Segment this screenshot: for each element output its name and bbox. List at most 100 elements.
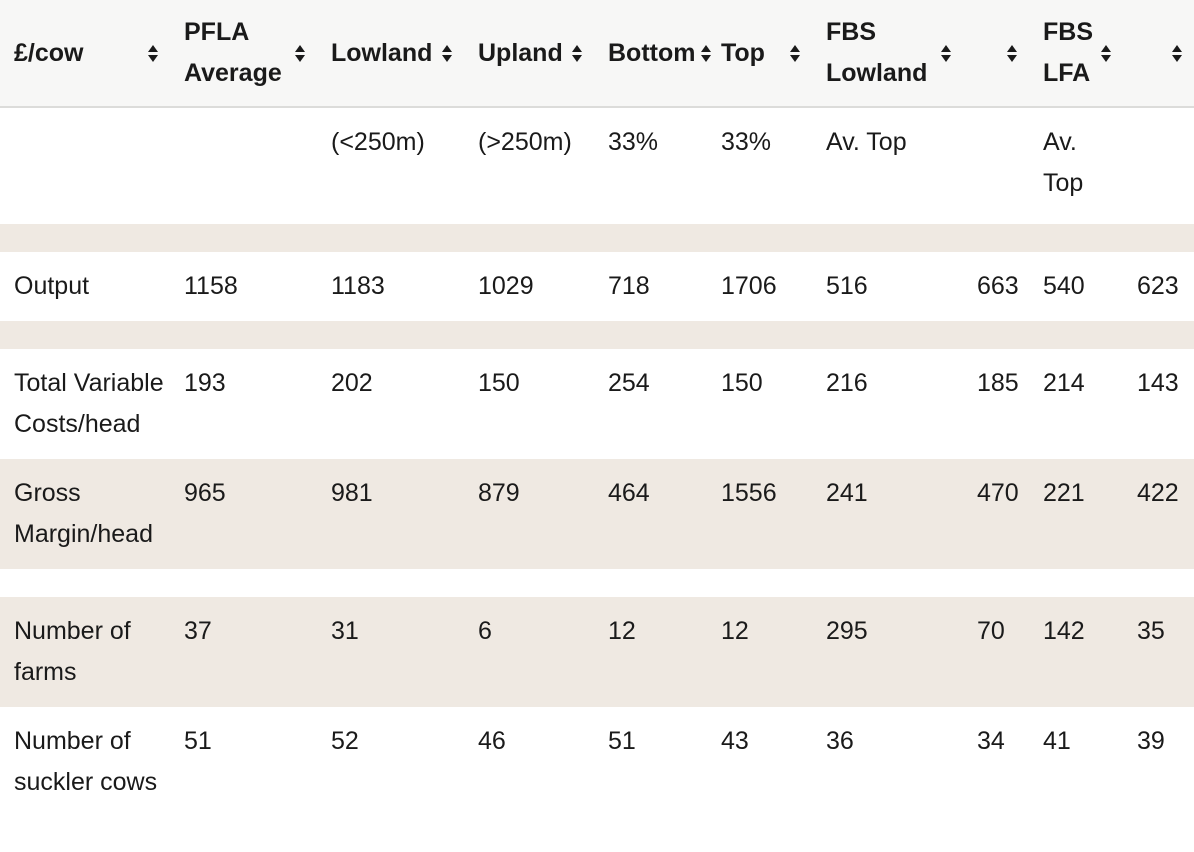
sort-asc-icon: [1101, 44, 1111, 52]
column-header-blank-9[interactable]: [1123, 0, 1194, 108]
spacer-row: [0, 321, 1194, 349]
sort-desc-icon: [701, 54, 712, 62]
spacer-row: [0, 569, 1194, 597]
subheader-row: (<250m) (>250m) 33% 33% Av. Top Av. Top: [0, 107, 1194, 224]
cell: 193: [184, 369, 226, 397]
sort-icon[interactable]: [695, 44, 712, 62]
spacer-cell: [0, 224, 1194, 252]
table-row-gross-margin-head: Gross Margin/head 965 981 879 464 1556 241 470 2…: [0, 459, 1194, 569]
column-header-cow[interactable]: £/cow: [0, 0, 170, 108]
column-header-fbs-lfa[interactable]: FBS LFA: [1029, 0, 1123, 108]
cell: 718: [608, 272, 650, 300]
row-label: Gross Margin/head: [0, 459, 170, 569]
column-subheader: [1123, 107, 1194, 224]
column-subheader: [0, 107, 170, 224]
sort-asc-icon: [295, 44, 305, 52]
sort-desc-icon: [572, 54, 582, 62]
cell: 1556: [707, 459, 812, 569]
cell: 41: [1043, 727, 1071, 755]
cell: 422: [1123, 459, 1194, 569]
cell: 981: [317, 459, 464, 569]
cell: 37: [170, 597, 317, 707]
column-header-top[interactable]: Top: [707, 0, 812, 108]
sort-icon[interactable]: [784, 44, 800, 62]
sort-desc-icon: [295, 54, 305, 62]
column-subheader: 33%: [594, 107, 707, 224]
cell: 46: [478, 727, 506, 755]
spacer-cell: [0, 569, 1194, 597]
column-header-bottom[interactable]: Bottom: [594, 0, 712, 108]
sort-asc-icon: [941, 44, 951, 52]
cell: 1183: [331, 272, 385, 300]
sort-icon[interactable]: [1001, 44, 1017, 62]
sort-desc-icon: [148, 54, 158, 62]
header-row: £/cow PFLA Average Lowland Upland Bottom Top F…: [0, 0, 1194, 108]
cell: 39: [1137, 727, 1165, 755]
cell: 142: [1029, 597, 1123, 707]
column-header-lowland[interactable]: Lowland: [317, 0, 464, 108]
sort-desc-icon: [1172, 54, 1182, 62]
column-subheader: (<250m): [317, 107, 464, 224]
sort-icon[interactable]: [289, 44, 305, 62]
sort-desc-icon: [1101, 54, 1111, 62]
column-subheader: Av. Top: [1029, 107, 1123, 224]
cell: 202: [331, 369, 373, 397]
sort-icon[interactable]: [1166, 44, 1182, 62]
sort-asc-icon: [1007, 44, 1017, 52]
table-row-number-of-farms: Number of farms 37 31 6 12 12 295 70 142 35: [0, 597, 1194, 707]
sort-desc-icon: [790, 54, 800, 62]
column-header-label: Upland: [478, 38, 563, 67]
row-label: Number of suckler cows: [14, 727, 158, 796]
column-header-upland[interactable]: Upland: [464, 0, 594, 108]
column-header-label: Bottom: [608, 38, 696, 67]
sort-desc-icon: [1007, 54, 1017, 62]
sortable-data-table: £/cow PFLA Average Lowland Upland Bottom Top F…: [0, 0, 1194, 817]
cell: 241: [812, 459, 963, 569]
cell: 540: [1043, 272, 1085, 300]
column-header-label: FBS LFA: [1043, 18, 1093, 87]
cell: 34: [977, 727, 1005, 755]
sort-asc-icon: [701, 44, 712, 52]
cell: 1158: [184, 272, 238, 300]
cell: 879: [464, 459, 594, 569]
cell: 663: [977, 272, 1019, 300]
cell: 35: [1123, 597, 1194, 707]
cell: 470: [963, 459, 1029, 569]
cell: 51: [608, 727, 636, 755]
row-label: Output: [14, 272, 90, 300]
cell: 43: [721, 727, 749, 755]
column-header-fbs-lowland[interactable]: FBS Lowland: [812, 0, 963, 108]
sort-desc-icon: [442, 54, 452, 62]
cell: 216: [826, 369, 868, 397]
column-subheader: [170, 107, 317, 224]
column-header-label: Top: [721, 38, 765, 67]
sort-asc-icon: [148, 44, 158, 52]
spacer-row: [0, 224, 1194, 252]
row-label: Total Variable Costs/head: [14, 369, 164, 438]
sort-icon[interactable]: [935, 44, 951, 62]
sort-icon[interactable]: [1095, 44, 1111, 62]
sort-icon[interactable]: [142, 44, 158, 62]
sort-asc-icon: [1172, 44, 1182, 52]
cell: 150: [721, 369, 763, 397]
column-header-label: PFLA Average: [184, 18, 282, 87]
sort-asc-icon: [442, 44, 452, 52]
cell: 1706: [721, 272, 777, 300]
table-row-total-variable-costs-head: Total Variable Costs/head 193 202 150 254 150…: [0, 349, 1194, 459]
column-subheader: [963, 107, 1029, 224]
cell: 185: [977, 369, 1019, 397]
sort-desc-icon: [941, 54, 951, 62]
column-header-label: £/cow: [14, 38, 84, 67]
cell: 143: [1137, 369, 1179, 397]
cell: 31: [317, 597, 464, 707]
table-row-number-of-suckler-cows: Number of suckler cows 51 52 46 51 43 36 34 41 39: [0, 707, 1194, 817]
sort-icon[interactable]: [566, 44, 582, 62]
cell: 295: [812, 597, 963, 707]
cell: 254: [608, 369, 650, 397]
column-header-pfla-average[interactable]: PFLA Average: [170, 0, 317, 108]
cell: 1029: [478, 272, 534, 300]
cell: 221: [1029, 459, 1123, 569]
cell: 214: [1043, 369, 1085, 397]
column-header-blank-7[interactable]: [963, 0, 1029, 108]
sort-icon[interactable]: [436, 44, 452, 62]
